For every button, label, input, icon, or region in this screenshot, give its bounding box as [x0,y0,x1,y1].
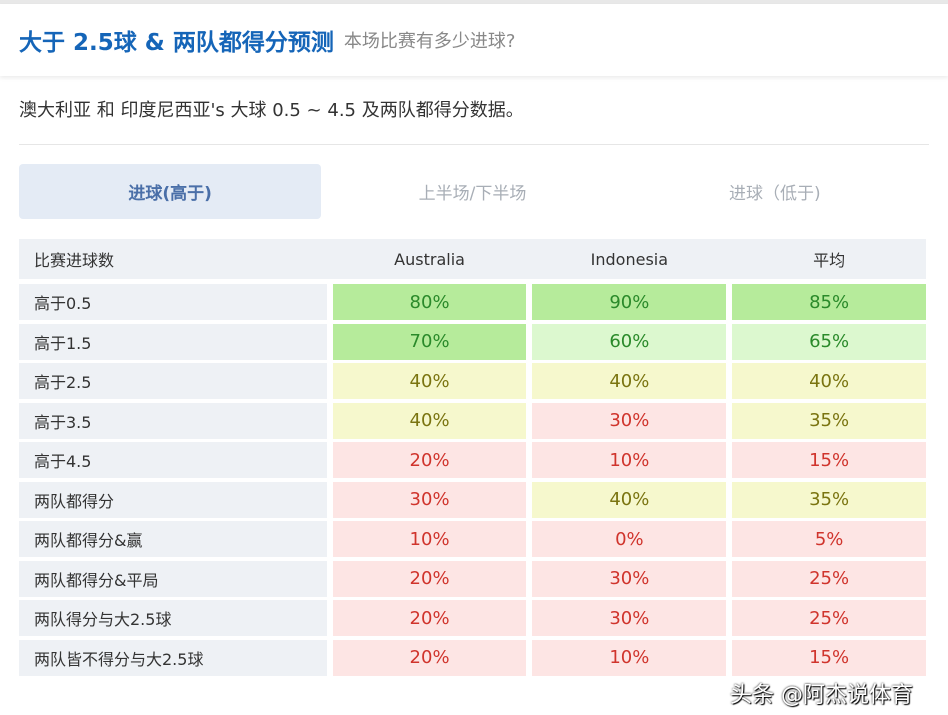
table-row: 两队都得分&平局 20% 30% 25% [19,560,927,597]
column-header: Indonesia [590,249,669,269]
row-label: 高于3.5 [19,402,327,439]
percent-cell: 30% [532,600,727,636]
percent-cell: 85% [732,284,927,320]
percent-cell: 65% [732,323,927,360]
description: 澳大利亚 和 印度尼西亚's 大球 0.5 ~ 4.5 及两队都得分数据。 [19,100,929,145]
table-row: 高于2.5 40% 40% 40% [19,363,927,399]
column-header: 平均 [813,251,846,270]
page-title: 大于 2.5球 & 两队都得分预测 [19,30,334,56]
percent-cell: 15% [732,639,927,676]
column-header: 比赛进球数 [34,251,115,270]
table-row: 高于4.5 20% 10% 15% [19,442,927,478]
table-row: 两队皆不得分与大2.5球 20% 10% 15% [19,639,927,676]
percent-cell: 30% [532,402,727,439]
percent-cell: 0% [532,521,727,557]
tab-goals-over[interactable]: 进球(高于) [19,164,322,219]
percent-cell: 5% [732,521,927,557]
row-label: 两队都得分 [19,481,327,518]
table-row: 两队都得分&赢 10% 0% 5% [19,521,927,557]
table-row: 高于3.5 40% 30% 35% [19,402,927,439]
percent-cell: 20% [332,600,527,636]
percent-cell: 80% [332,284,527,320]
percent-cell: 20% [332,639,527,676]
table-row: 两队得分与大2.5球 20% 30% 25% [19,600,927,636]
percent-cell: 35% [732,402,927,439]
percent-cell: 20% [332,560,527,597]
row-label: 两队皆不得分与大2.5球 [19,639,327,676]
percent-cell: 40% [532,363,727,399]
percent-cell: 60% [532,323,727,360]
watermark: 头条 @阿杰说体育 [730,683,913,708]
percent-cell: 15% [732,442,927,478]
row-label: 两队都得分&赢 [19,521,327,557]
percent-cell: 40% [332,363,527,399]
row-label: 高于4.5 [19,442,327,478]
page-subtitle: 本场比赛有多少进球? [343,31,516,52]
percent-cell: 35% [732,481,927,518]
table-row: 高于1.5 70% 60% 65% [19,323,927,360]
percent-cell: 10% [332,521,527,557]
row-label: 两队得分与大2.5球 [19,600,327,636]
percent-cell: 40% [732,363,927,399]
tab-half-time[interactable]: 上半场/下半场 [418,184,527,204]
row-label: 高于1.5 [19,323,327,360]
percent-cell: 20% [332,442,527,478]
percent-cell: 70% [332,323,527,360]
column-header: Australia [394,249,465,269]
row-label: 高于2.5 [19,363,327,399]
section-header: 大于 2.5球 & 两队都得分预测 本场比赛有多少进球? [0,4,948,76]
percent-cell: 40% [332,402,527,439]
percent-cell: 25% [732,560,927,597]
tab-goals-under[interactable]: 进球（低于) [729,184,821,204]
row-label: 高于0.5 [19,284,327,320]
table-header: 比赛进球数 Australia Indonesia 平均 [19,239,926,279]
table-row: 两队都得分 30% 40% 35% [19,481,927,518]
percent-cell: 25% [732,600,927,636]
stats-table: 比赛进球数 Australia Indonesia 平均 高于0.5 80% 90%… [19,239,927,676]
percent-cell: 30% [332,481,527,518]
tabs: 进球(高于) 上半场/下半场 进球（低于) [19,164,926,219]
percent-cell: 10% [532,639,727,676]
row-label: 两队都得分&平局 [19,560,327,597]
percent-cell: 30% [532,560,727,597]
table-row: 高于0.5 80% 90% 85% [19,284,927,320]
percent-cell: 10% [532,442,727,478]
top-bar [0,0,948,4]
percent-cell: 90% [532,284,727,320]
percent-cell: 40% [532,481,727,518]
